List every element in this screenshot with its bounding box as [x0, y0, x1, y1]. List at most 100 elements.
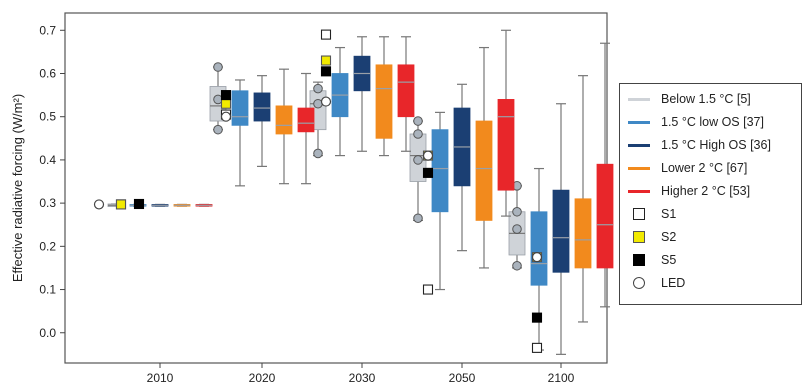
outlier-point — [413, 116, 423, 126]
marker-s1 — [320, 29, 332, 40]
box-2-2 — [353, 36, 371, 152]
marker-s5 — [133, 198, 145, 210]
box-4-1 — [297, 72, 315, 185]
y-axis: 0.0 0.1 0.2 0.3 0.4 0.5 0.6 0.7 — [39, 23, 65, 340]
marker-s2 — [320, 55, 332, 66]
y-tick-label: 0.2 — [39, 239, 56, 253]
box-iqr — [497, 99, 515, 191]
marker-s5 — [422, 167, 434, 178]
legend-entry: 1.5 °C High OS [36] — [628, 134, 771, 156]
legend-symbol — [628, 252, 650, 268]
box-iqr — [596, 163, 614, 269]
box-iqr — [297, 107, 315, 133]
legend-label: S1 — [661, 207, 677, 221]
outlier-point — [213, 62, 223, 72]
box-iqr — [397, 64, 415, 118]
marker-led — [93, 199, 105, 210]
legend-symbol — [628, 229, 650, 245]
box-4-0 — [195, 203, 213, 207]
box-iqr — [574, 198, 592, 269]
box-iqr — [475, 120, 493, 221]
marker-led — [320, 96, 332, 107]
box-4-4 — [596, 42, 614, 308]
box-0-4 — [508, 181, 526, 271]
box-1-4 — [530, 167, 548, 351]
marker-led — [422, 150, 434, 161]
outlier-point — [512, 224, 522, 234]
y-tick-label: 0.6 — [39, 66, 56, 80]
legend-entry: LED — [628, 272, 685, 294]
y-tick-label: 0.4 — [39, 153, 56, 167]
box-iqr — [253, 92, 271, 122]
marker-s1 — [531, 342, 543, 353]
marker-led — [220, 111, 232, 122]
legend-label: S5 — [661, 253, 677, 267]
box-iqr — [231, 90, 249, 126]
box-iqr — [552, 189, 570, 273]
box-3-4 — [574, 75, 592, 323]
box-2-3 — [453, 83, 471, 252]
box-plots — [107, 29, 614, 355]
box-iqr — [530, 211, 548, 286]
legend-entry: S5 — [628, 249, 676, 271]
x-tick-label: 2030 — [349, 371, 376, 385]
outlier-point — [413, 129, 423, 139]
box-1-3 — [431, 111, 449, 291]
y-tick-label: 0.5 — [39, 110, 56, 124]
legend-label: 1.5 °C low OS [37] — [661, 115, 764, 129]
x-axis: 2010 2020 2030 2050 2100 — [147, 363, 575, 385]
box-1-1 — [231, 79, 249, 187]
legend-swatch — [628, 189, 650, 193]
box-3-2 — [375, 36, 393, 157]
box-2-0 — [151, 203, 169, 207]
box-3-1 — [275, 68, 293, 185]
legend-entry: Higher 2 °C [53] — [628, 180, 750, 202]
legend-label: LED — [661, 276, 686, 290]
x-tick-label: 2100 — [548, 371, 575, 385]
marker-s5 — [531, 312, 543, 323]
box-iqr — [375, 64, 393, 139]
y-tick-label: 0.1 — [39, 283, 56, 297]
legend-label: Lower 2 °C [67] — [661, 161, 748, 175]
marker-s2 — [220, 98, 232, 109]
y-tick-label: 0.3 — [39, 196, 56, 210]
plot-area-frame — [64, 12, 608, 364]
marker-s1 — [422, 284, 434, 295]
legend-label: 1.5 °C High OS [36] — [661, 138, 771, 152]
legend-label: Below 1.5 °C [5] — [661, 92, 751, 106]
outlier-point — [313, 83, 323, 94]
marker-led — [531, 252, 543, 263]
y-axis-title: Effective radiative forcing (W/m²) — [10, 94, 25, 282]
legend-entry: S2 — [628, 226, 676, 248]
outlier-point — [512, 260, 522, 271]
box-2-1 — [253, 75, 271, 167]
outlier-point — [313, 148, 323, 159]
box-2-4 — [552, 103, 570, 355]
x-tick-label: 2020 — [249, 371, 276, 385]
box-3-3 — [475, 46, 493, 269]
x-tick-label: 2050 — [449, 371, 476, 385]
marker-s2 — [115, 199, 127, 210]
outlier-point — [213, 124, 223, 135]
legend-entry: 1.5 °C low OS [37] — [628, 111, 764, 133]
box-3-0 — [173, 203, 191, 207]
legend-symbol — [628, 206, 650, 222]
legend-label: S2 — [661, 230, 677, 244]
box-iqr — [275, 105, 293, 135]
legend-entry: Below 1.5 °C [5] — [628, 88, 751, 110]
box-iqr — [431, 129, 449, 213]
legend-swatch — [628, 120, 650, 124]
legend-entry: Lower 2 °C [67] — [628, 157, 747, 179]
y-tick-label: 0.0 — [39, 326, 56, 340]
legend-label: Higher 2 °C [53] — [661, 184, 751, 198]
box-4-3 — [497, 29, 515, 217]
legend-swatch — [628, 143, 650, 147]
legend-swatch — [628, 97, 650, 101]
legend-entry: S1 — [628, 203, 676, 225]
outlier-point — [413, 213, 423, 224]
marker-s5 — [220, 90, 232, 101]
marker-s5 — [320, 66, 332, 77]
y-tick-label: 0.7 — [39, 23, 56, 37]
legend: Below 1.5 °C [5] 1.5 °C low OS [37] 1.5 °C… — [619, 83, 802, 305]
